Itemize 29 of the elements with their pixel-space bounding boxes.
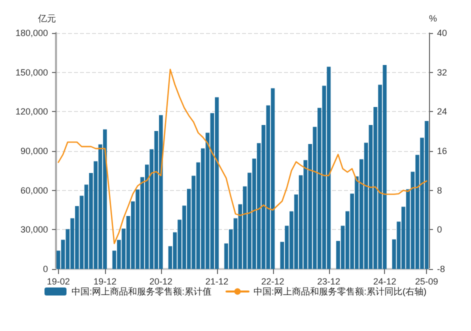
y2-tick-label: 16 (437, 146, 448, 156)
x-tick-label: 23-12 (317, 276, 340, 286)
x-tick-label: 21-12 (205, 276, 228, 286)
x-tick-label: 20-12 (149, 276, 172, 286)
y2-tick-label: 0 (437, 224, 442, 235)
y-tick-label: 120,000 (15, 106, 48, 117)
bar (158, 115, 163, 269)
legend-label: 中国:网上商品和服务零售额:累计值 (72, 286, 212, 296)
y-tick-label: 150,000 (15, 67, 48, 78)
y-tick-label: 60,000 (20, 185, 48, 196)
y2-tick-label: 24 (437, 106, 448, 117)
x-tick-label: 22-12 (261, 276, 284, 286)
y-tick-label: 30,000 (20, 224, 48, 235)
line-series (58, 68, 428, 244)
x-tick-label: 19-12 (93, 276, 116, 286)
x-tick-label: 24-12 (373, 276, 396, 286)
y2-tick-label: 32 (437, 67, 448, 78)
y-tick-label: 180,000 (15, 28, 48, 38)
y2-tick-label: -8 (437, 264, 446, 274)
y2-axis-title: % (429, 14, 438, 24)
y-tick-label: 0 (42, 264, 48, 274)
bar (214, 97, 219, 269)
legend-label: 中国:网上商品和服务零售额:累计同比(右轴) (254, 286, 427, 296)
x-tick-label: 25-09 (415, 276, 438, 286)
y-axis-title: 亿元 (37, 14, 56, 24)
y2-tick-label: 40 (437, 28, 448, 38)
x-tick-label: 19-02 (46, 276, 70, 286)
y2-tick-label: 8 (437, 185, 442, 196)
y-tick-label: 90,000 (20, 146, 48, 156)
